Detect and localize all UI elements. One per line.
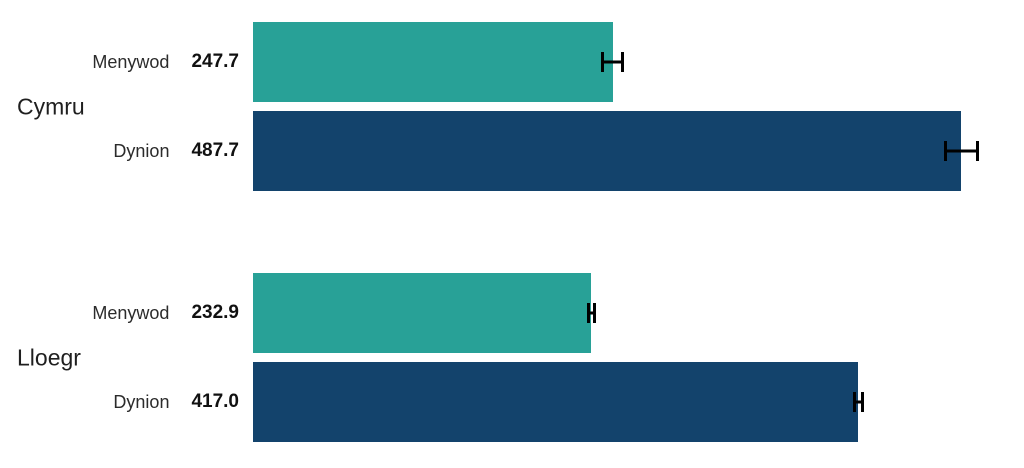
category-label-lloegr-menywod: Menywod [92,302,170,323]
bar-lloegr-menywod [253,273,592,353]
category-label-cymru-menywod: Menywod [92,51,170,72]
value-label-lloegr-dynion: 417.0 [191,391,239,412]
category-label-cymru-dynion: Dynion [113,140,170,161]
value-label-lloegr-menywod: 232.9 [191,302,239,323]
category-label-lloegr-dynion: Dynion [113,391,170,412]
error-bar-lloegr-dynion [852,392,865,412]
bar-cymru-menywod [253,22,613,102]
label-cell-lloegr-dynion: Dynion 417.0 [0,362,253,442]
bar-row-lloegr-menywod: Menywod 232.9 [0,273,1024,353]
label-cell-cymru-menywod: Menywod 247.7 [0,22,253,102]
bar-cymru-dynion [253,111,962,191]
error-bar-line-lloegr-menywod [589,311,593,315]
error-bar-lloegr-menywod [586,303,596,323]
value-label-cymru-menywod: 247.7 [191,51,239,72]
error-bar-line-cymru-menywod [604,60,622,64]
label-cell-lloegr-menywod: Menywod 232.9 [0,273,253,353]
value-label-cymru-dynion: 487.7 [191,140,239,161]
error-bar-cymru-menywod [601,52,625,72]
error-bar-line-lloegr-dynion [855,400,862,404]
label-cell-cymru-dynion: Dynion 487.7 [0,111,253,191]
group-label-cymru: Cymru [17,93,85,119]
bar-row-lloegr-dynion: Dynion 417.0 [0,362,1024,442]
bar-lloegr-dynion [253,362,859,442]
bar-row-cymru-menywod: Menywod 247.7 [0,22,1024,102]
error-bar-line-cymru-dynion [946,149,976,153]
bar-row-cymru-dynion: Dynion 487.7 [0,111,1024,191]
group-label-lloegr: Lloegr [17,344,81,370]
error-bar-cymru-dynion [943,141,979,161]
